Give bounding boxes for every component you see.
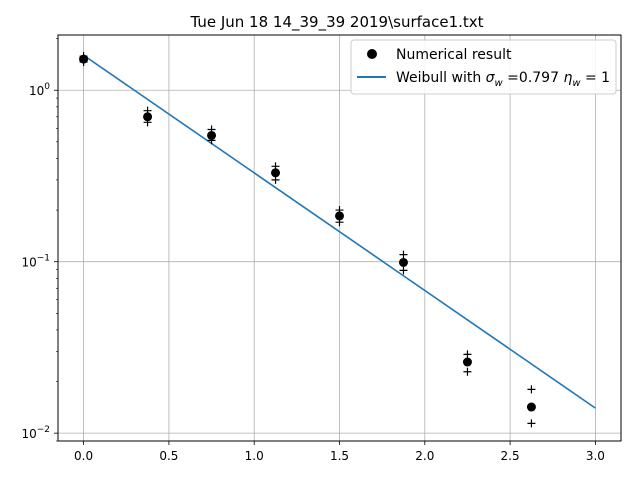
y-tick-label-exponent: −2 (37, 425, 50, 435)
data-point (79, 54, 89, 64)
data-point (271, 168, 281, 178)
x-tick-label: 1.0 (245, 449, 264, 463)
x-tick-label: 1.5 (330, 449, 349, 463)
weibull-fit-line (83, 54, 596, 409)
data-point (462, 357, 472, 367)
lower-bound-marker (399, 266, 408, 275)
x-tick-label: 0.5 (159, 449, 178, 463)
legend: Numerical result Weibull with σw =0.797 … (350, 39, 617, 95)
y-tick-label-base: 10 (29, 84, 44, 98)
lower-bound-marker (527, 419, 536, 428)
y-tick-label-exponent: −1 (37, 254, 50, 264)
y-tick-label-base: 10 (21, 256, 36, 270)
x-tick-label: 0.0 (74, 449, 93, 463)
y-tick-label: 100 (29, 82, 50, 98)
legend-label-weibull: Weibull with σw =0.797 ηw = 1 (396, 70, 610, 89)
line-layer (83, 54, 596, 409)
x-tick-label: 2.5 (501, 449, 520, 463)
data-point (207, 130, 217, 140)
y-tick-label-base: 10 (21, 427, 36, 441)
x-tick-label: 3.0 (586, 449, 605, 463)
legend-label-numerical: Numerical result (396, 47, 512, 63)
y-tick-label: 10−2 (21, 425, 50, 441)
y-tick-label-exponent: 0 (44, 82, 50, 92)
upper-bound-marker (527, 385, 536, 394)
legend-box (350, 39, 617, 95)
upper-bound-marker (463, 350, 472, 359)
x-tick-label: 2.0 (415, 449, 434, 463)
y-tick-label: 10−1 (21, 254, 50, 270)
data-point (526, 402, 536, 412)
lower-bound-marker (463, 367, 472, 376)
chart-title: Tue Jun 18 14_39_39 2019\surface1.txt (189, 13, 483, 32)
marker-layer (79, 52, 536, 428)
grid-layer (58, 35, 621, 441)
data-point (398, 257, 408, 267)
upper-bound-marker (399, 250, 408, 259)
data-point (143, 112, 153, 122)
data-point (335, 211, 344, 221)
legend-marker-numerical (367, 49, 377, 59)
